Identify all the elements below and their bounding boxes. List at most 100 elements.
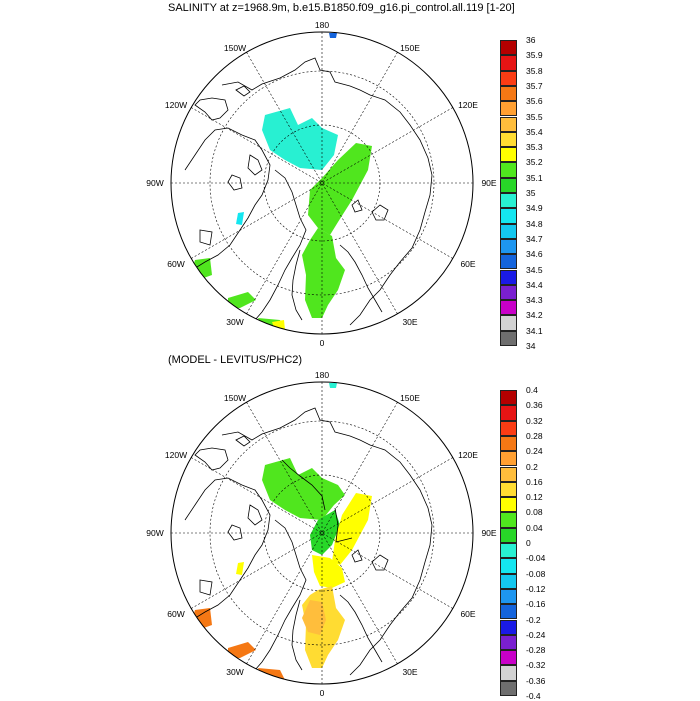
colorbar-tick-label: 0.28: [526, 430, 543, 441]
colorbar-tick-label: 35.8: [526, 65, 543, 76]
colorbar-tick-label: 35.5: [526, 111, 543, 122]
colorbar-tick-label: 0.12: [526, 492, 543, 503]
labrador-patch: [192, 258, 212, 280]
colorbar-swatch: [500, 634, 517, 651]
colorbar-tick-label: 35.7: [526, 80, 543, 91]
coastline: [199, 85, 251, 246]
colorbar-swatch: [500, 420, 517, 436]
colorbar-tick-label: 0.32: [526, 415, 543, 426]
colorbar-swatch: [500, 131, 517, 148]
coastline: [194, 97, 229, 121]
coastline: [339, 594, 383, 663]
colorbar-tick-label: 0.24: [526, 446, 543, 457]
coastline: [221, 407, 433, 676]
colorbar-tick-label: -0.24: [526, 629, 546, 640]
bering-patch: [329, 33, 337, 38]
colorbar-tick-label: 34.3: [526, 295, 543, 306]
colorbar-tick-label: 0.4: [526, 385, 538, 395]
greenland-sea-patch: [302, 600, 326, 635]
colorbar-swatch: [500, 512, 517, 528]
canada-basin-patch: [262, 108, 338, 170]
canada-basin-patch: [262, 458, 345, 520]
lon-label-120e: 120E: [458, 450, 478, 460]
colorbar-swatch: [500, 619, 517, 635]
colorbar-tick-label: 35.9: [526, 50, 543, 61]
colorbar-swatch: [500, 497, 517, 513]
colorbar-tick-label: -0.32: [526, 660, 546, 671]
lon-label-180: 180: [315, 370, 329, 380]
lon-label-30w: 30W: [226, 317, 243, 327]
lon-label-60e: 60E: [460, 609, 475, 619]
coastline: [339, 244, 383, 313]
coastline: [227, 504, 263, 541]
colorbar-swatch: [500, 284, 517, 301]
graticule: [171, 382, 473, 684]
coastline: [254, 169, 307, 321]
colorbar-tick-label: 35.4: [526, 126, 543, 137]
colorbar-tick-label: 35.3: [526, 142, 543, 153]
colorbar-swatch: [500, 665, 517, 681]
colorbar-tick-label: 34.2: [526, 310, 543, 321]
colorbar-swatch: [500, 238, 517, 255]
colorbar-tick-label: -0.2: [526, 614, 541, 625]
lon-label-120w: 120W: [165, 450, 187, 460]
colorbar-tick-label: 35.6: [526, 96, 543, 107]
lon-label-120w: 120W: [165, 100, 187, 110]
colorbar-swatch: [500, 116, 517, 132]
colorbar-swatch: [500, 254, 517, 270]
colorbar-swatch: [500, 223, 517, 239]
colorbar-tick-label: 0.36: [526, 400, 543, 411]
lon-label-150w: 150W: [224, 43, 246, 53]
colorbar-swatch: [500, 208, 517, 224]
colorbar-tick-label: 35.2: [526, 157, 543, 168]
lon-label-30e: 30E: [402, 317, 417, 327]
colorbar-tick-label: 34.7: [526, 233, 543, 244]
lon-label-0: 0: [320, 338, 325, 348]
colorbar-swatch: [500, 177, 517, 193]
colorbar-tick-label: 35.1: [526, 172, 543, 183]
eurasian-basin-patch: [308, 143, 372, 235]
map-content: [171, 382, 473, 684]
colorbar-tick-label: 0.16: [526, 476, 543, 487]
colorbar-swatch: [500, 85, 517, 102]
lon-label-90e: 90E: [481, 528, 496, 538]
lon-label-0: 0: [320, 688, 325, 698]
colorbar-tick-label: 0: [526, 538, 531, 548]
colorbar-tick-label: 36: [526, 35, 536, 45]
colorbar-tick-label: -0.12: [526, 583, 546, 594]
lon-label-150w: 150W: [224, 393, 246, 403]
colorbar-tick-label: 35: [526, 188, 536, 198]
baffin-patch: [236, 562, 244, 575]
lon-label-180: 180: [315, 20, 329, 30]
colorbar-swatch: [500, 543, 517, 559]
colorbar-swatch: [500, 405, 517, 421]
colorbar-swatch: [500, 55, 517, 71]
coastline: [221, 57, 433, 326]
colorbar-tick-label: 34.1: [526, 325, 543, 336]
colorbar-tick-label: -0.08: [526, 568, 546, 579]
colorbar-tick-label: 34.6: [526, 249, 543, 260]
coastline: [184, 127, 271, 286]
colorbar-swatch: [500, 573, 517, 589]
colorbar-swatch: [500, 269, 517, 285]
coastline: [194, 447, 229, 471]
colorbar-tick-label: 0.2: [526, 461, 538, 472]
colorbar-tick-label: -0.04: [526, 553, 546, 564]
lon-label-60e: 60E: [460, 259, 475, 269]
coastline: [351, 199, 389, 221]
colorbar-swatch: [500, 162, 517, 178]
colorbar-swatch: [500, 330, 517, 346]
anomaly-panel: (MODEL - LEVITUS/PHC2): [0, 350, 700, 701]
colorbar-swatch: [500, 435, 517, 452]
eurasian-basin-patch-2: [312, 555, 345, 588]
colorbar-tick-label: 34.9: [526, 203, 543, 214]
irminger-patch: [228, 292, 256, 308]
colorbar-swatch: [500, 101, 517, 117]
lon-label-90w: 90W: [146, 178, 163, 188]
colorbar-tick-label: 34.4: [526, 279, 543, 290]
coastline: [227, 154, 263, 191]
lon-label-120e: 120E: [458, 100, 478, 110]
panel-title: (MODEL - LEVITUS/PHC2): [168, 354, 303, 366]
map-border: [170, 31, 474, 335]
coastline: [199, 435, 251, 596]
